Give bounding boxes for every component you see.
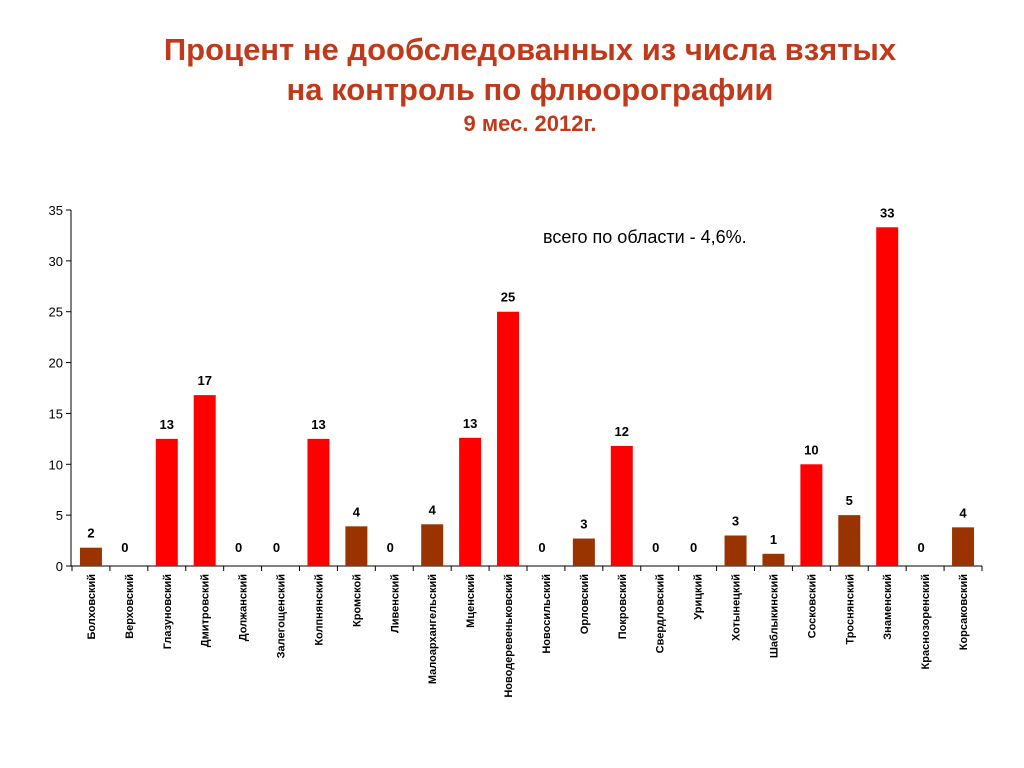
chart-title-block: Процент не дообследованных из числа взят… (0, 30, 1024, 138)
data-label-16: 0 (652, 540, 659, 555)
data-label-22: 33 (880, 205, 894, 220)
data-label-14: 3 (580, 517, 587, 532)
chart-title-line-2: на контроль по флюорографии (286, 72, 774, 107)
bar-8 (345, 526, 368, 566)
category-label-6: Залегощенский (276, 574, 288, 658)
bar-19 (762, 553, 785, 566)
data-label-11: 13 (463, 416, 477, 431)
category-label-9: Ливенский (389, 574, 401, 633)
data-label-6: 0 (273, 540, 280, 555)
category-label-10: Малоархангельский (427, 574, 439, 684)
bar-18 (724, 535, 747, 566)
category-label-8: Кромской (351, 574, 363, 627)
data-label-2: 0 (121, 540, 128, 555)
data-label-7: 13 (311, 417, 325, 432)
bar-3 (155, 438, 178, 566)
data-label-10: 4 (429, 502, 437, 517)
category-label-20: Сосковский (806, 574, 818, 638)
category-label-3: Глазуновский (162, 574, 174, 649)
data-label-19: 1 (770, 532, 777, 547)
chart-data-labels: 2 0 13 17 0 0 13 4 0 4 13 25 0 3 12 0 0 3 1 10 5 33 0 4 (87, 205, 967, 555)
bar-12 (497, 311, 520, 566)
data-label-21: 5 (846, 493, 853, 508)
category-label-21: Троснянский (844, 574, 856, 645)
bar-21 (838, 515, 861, 566)
y-tick-label: 5 (56, 508, 63, 523)
data-label-15: 12 (615, 424, 629, 439)
chart-title-line-1: Процент не дообследованных из числа взят… (163, 32, 897, 67)
category-label-18: Хотынецкий (731, 574, 743, 641)
category-label-1: Болховский (86, 574, 98, 640)
category-label-23: Краснозоренский (920, 574, 932, 669)
data-label-8: 4 (353, 504, 361, 519)
data-label-23: 0 (918, 540, 925, 555)
category-label-12: Новодеревеньковский (503, 574, 515, 698)
chart-bars (79, 227, 975, 566)
category-label-22: Знаменский (882, 574, 894, 640)
y-tick-label: 25 (49, 305, 63, 320)
bar-7 (307, 438, 330, 566)
category-label-2: Верховский (124, 574, 136, 639)
bar-24 (952, 527, 975, 566)
y-tick-label: 0 (56, 559, 63, 574)
category-label-13: Новосильский (541, 574, 553, 654)
category-label-5: Должанский (238, 574, 250, 641)
category-label-4: Дмитровский (200, 574, 212, 647)
category-label-7: Колпнянский (313, 574, 325, 646)
data-label-1: 2 (87, 526, 94, 541)
data-label-12: 25 (501, 290, 515, 305)
data-label-20: 10 (804, 442, 818, 457)
category-label-15: Покровский (617, 574, 629, 639)
bar-10 (421, 524, 444, 566)
bar-1 (79, 547, 102, 566)
data-label-17: 0 (690, 540, 697, 555)
region-total-annotation: всего по области - 4,6%. (543, 227, 747, 247)
bar-4 (193, 395, 216, 566)
y-tick-label: 10 (49, 457, 63, 472)
data-label-5: 0 (235, 540, 242, 555)
data-label-4: 17 (197, 373, 211, 388)
y-tick-label: 20 (49, 356, 63, 371)
bar-11 (459, 437, 482, 566)
y-tick-label: 30 (49, 254, 63, 269)
data-label-9: 0 (387, 540, 394, 555)
y-tick-label: 35 (49, 203, 63, 218)
category-label-19: Шаблыкинский (768, 574, 780, 658)
category-label-14: Орловский (579, 574, 591, 634)
category-label-11: Мценский (465, 574, 477, 628)
data-label-24: 4 (959, 505, 967, 520)
category-label-17: Урицкий (693, 574, 705, 620)
category-label-16: Свердловский (655, 574, 667, 653)
category-label-24: Корсаковский (958, 574, 970, 650)
chart-category-labels: Болховский Верховский Глазуновский Дмитровс… (86, 574, 970, 698)
y-tick-label: 15 (49, 406, 63, 421)
bar-22 (876, 227, 899, 566)
bar-20 (800, 464, 823, 566)
bar-15 (610, 445, 633, 566)
data-label-3: 13 (160, 417, 174, 432)
bar-14 (572, 538, 595, 566)
data-label-18: 3 (732, 513, 739, 528)
data-label-13: 0 (538, 540, 545, 555)
chart-subtitle: 9 мес. 2012г. (463, 111, 597, 136)
